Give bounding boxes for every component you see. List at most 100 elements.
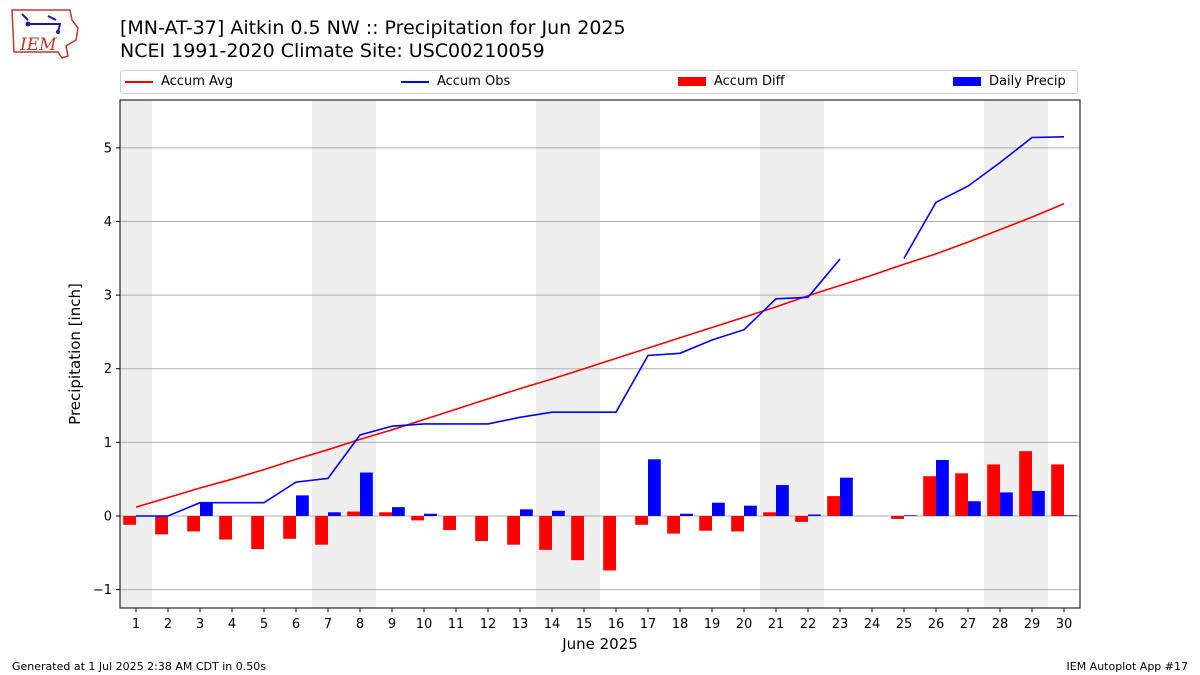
app-credit: IEM Autoplot App #17 — [1066, 660, 1189, 673]
accum-diff-bar — [1051, 464, 1064, 516]
accum-diff-bar — [443, 515, 456, 530]
accum-diff-bar — [827, 496, 840, 516]
accum-diff-bar — [539, 515, 552, 550]
accum-avg-line — [135, 203, 1065, 508]
x-tick-label: 23 — [832, 617, 849, 632]
legend-swatch-accum-obs — [401, 80, 429, 83]
y-tick-label: 3 — [104, 289, 112, 304]
legend-item-daily-precip: Daily Precip — [953, 74, 1066, 90]
accum-diff-bar — [731, 515, 744, 532]
weekend-shade — [792, 100, 824, 608]
y-tick-label: 4 — [104, 215, 112, 230]
accum-diff-bar — [187, 515, 200, 532]
x-tick-label: 27 — [960, 617, 977, 632]
daily-precip-bar — [552, 510, 565, 516]
daily-precip-bar — [200, 502, 213, 516]
x-tick-label: 26 — [928, 617, 945, 632]
x-tick-label: 25 — [896, 617, 913, 632]
daily-precip-bar — [328, 512, 341, 516]
accum-diff-bar — [763, 512, 776, 516]
daily-precip-bar — [744, 505, 757, 516]
weekend-shade — [1016, 100, 1048, 608]
y-tick-label: −1 — [93, 583, 112, 598]
daily-precip-bar — [360, 472, 373, 516]
accum-diff-bar — [379, 512, 392, 516]
daily-precip-bar — [1064, 515, 1077, 516]
x-tick-label: 8 — [356, 617, 364, 632]
x-tick-label: 4 — [228, 617, 236, 632]
x-tick-label: 28 — [992, 617, 1009, 632]
x-tick-label: 5 — [260, 617, 268, 632]
y-tick-label: 0 — [104, 509, 112, 524]
daily-precip-bar — [904, 515, 917, 516]
accum-diff-bar — [667, 515, 680, 534]
accum-diff-bar — [699, 515, 712, 531]
x-tick-label: 20 — [736, 617, 753, 632]
x-tick-label: 15 — [576, 617, 593, 632]
daily-precip-bar — [808, 514, 821, 516]
accum-diff-bar — [219, 515, 232, 540]
y-tick-label: 2 — [104, 362, 112, 377]
weekend-shade — [760, 100, 792, 608]
legend-swatch-accum-avg — [125, 80, 153, 83]
daily-precip-bar — [936, 460, 949, 516]
daily-precip-bar — [968, 501, 981, 516]
accum-diff-bar — [411, 515, 424, 521]
daily-precip-bar — [424, 513, 437, 516]
accum-diff-bar — [1019, 451, 1032, 516]
weekend-shade — [344, 100, 376, 608]
iem-logo: IEM — [11, 9, 79, 59]
x-tick-label: 6 — [292, 617, 300, 632]
x-tick-label: 22 — [800, 617, 817, 632]
daily-precip-bar — [392, 507, 405, 516]
accum-obs-line — [136, 136, 1065, 517]
x-tick-label: 14 — [544, 617, 561, 632]
x-tick-label: 30 — [1056, 617, 1073, 632]
accum-diff-bar — [603, 515, 616, 571]
x-axis-label: June 2025 — [561, 635, 638, 653]
daily-precip-bar — [776, 485, 789, 516]
legend-item-accum-obs: Accum Obs — [401, 74, 510, 90]
daily-precip-bar — [712, 502, 725, 516]
accum-diff-bar — [987, 464, 1000, 516]
x-tick-label: 7 — [324, 617, 332, 632]
generated-timestamp: Generated at 1 Jul 2025 2:38 AM CDT in 0… — [12, 660, 266, 673]
x-tick-label: 18 — [672, 617, 689, 632]
accum-diff-bar — [315, 515, 328, 545]
x-tick-label: 2 — [164, 617, 172, 632]
accum-diff-bar — [571, 515, 584, 561]
x-tick-label: 17 — [640, 617, 657, 632]
y-tick-label: 1 — [104, 436, 112, 451]
daily-precip-bar — [296, 495, 309, 516]
accum-diff-bar — [347, 511, 360, 516]
weekend-shade — [984, 100, 1016, 608]
weekend-shade — [120, 100, 152, 608]
legend-label-accum-avg: Accum Avg — [161, 74, 234, 89]
accum-diff-bar — [635, 515, 648, 525]
accum-diff-bar — [283, 515, 296, 539]
daily-precip-bar — [1032, 490, 1045, 516]
x-tick-label: 3 — [196, 617, 204, 632]
iem-logo-text: IEM — [19, 35, 57, 55]
daily-precip-bar — [520, 509, 533, 516]
daily-precip-bar — [680, 513, 693, 516]
accum-diff-bar — [251, 515, 264, 550]
x-tick-label: 16 — [608, 617, 625, 632]
x-tick-label: 29 — [1024, 617, 1041, 632]
legend-label-accum-diff: Accum Diff — [714, 74, 785, 89]
legend-swatch-daily-precip — [953, 77, 981, 86]
x-tick-label: 13 — [512, 617, 529, 632]
legend-label-accum-obs: Accum Obs — [437, 74, 511, 89]
chart-title: [MN-AT-37] Aitkin 0.5 NW :: Precipitatio… — [120, 17, 626, 39]
x-tick-label: 24 — [864, 617, 881, 632]
accum-diff-bar — [507, 515, 520, 545]
y-tick-label: 5 — [104, 141, 112, 156]
legend-swatch-accum-diff — [678, 77, 706, 86]
x-tick-label: 11 — [448, 617, 465, 632]
legend-item-accum-avg: Accum Avg — [125, 74, 233, 90]
y-axis-label: Precipitation [inch] — [66, 283, 84, 425]
accum-diff-bar — [891, 515, 904, 519]
daily-precip-bar — [840, 477, 853, 516]
x-tick-label: 19 — [704, 617, 721, 632]
